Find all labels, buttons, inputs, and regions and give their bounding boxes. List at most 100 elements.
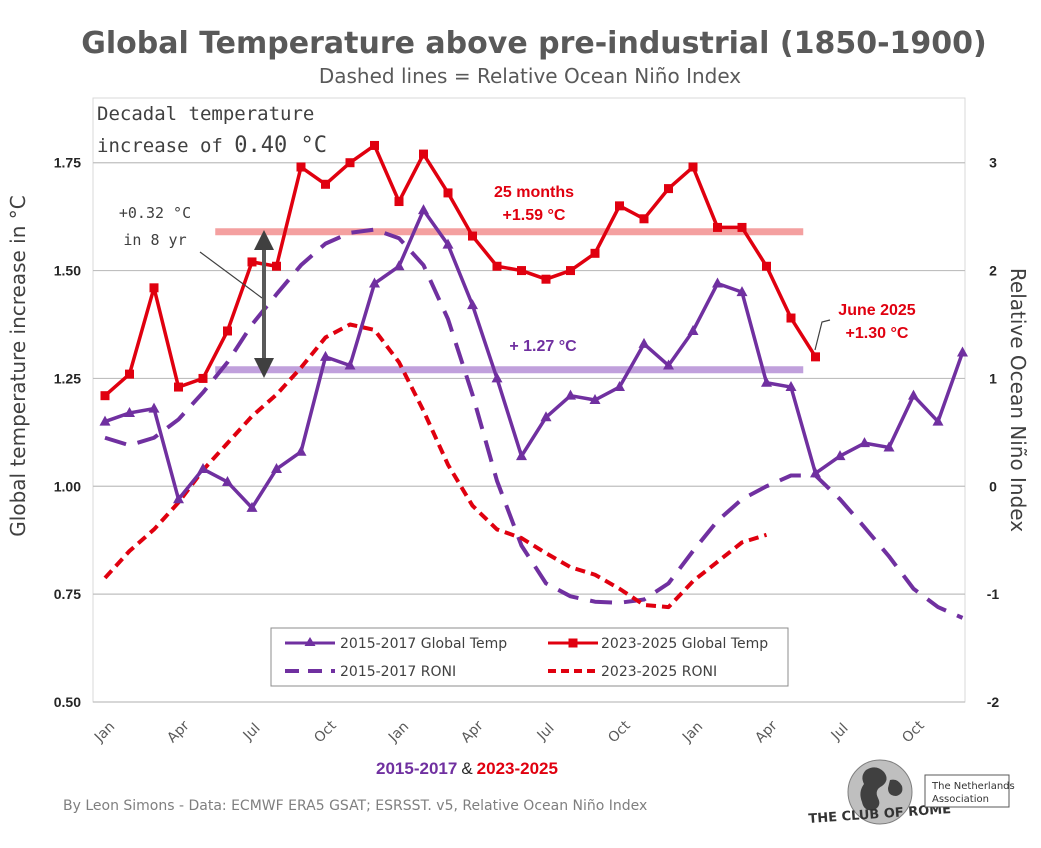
data-point-triangle <box>344 359 356 370</box>
legend-square-marker <box>568 638 578 648</box>
data-point-triangle <box>761 376 772 387</box>
data-point-triangle <box>295 445 307 456</box>
x-tick-label: Oct <box>605 717 634 746</box>
club-of-rome-logo: THE CLUB OF ROME The Netherlands Associa… <box>808 759 1015 827</box>
y2-tick-label: 2 <box>989 263 997 279</box>
y-axis-left: 0.50 0.75 1.00 1.25 1.50 1.75 <box>54 155 81 710</box>
data-point-square <box>149 283 159 293</box>
y-tick-label: 1.25 <box>54 370 81 386</box>
data-point-triangle <box>957 346 968 357</box>
y-axis-right: -2 -1 0 1 2 3 <box>987 155 1000 710</box>
legend-label-purple-temp: 2015-2017 Global Temp <box>340 636 507 652</box>
data-point-square <box>713 222 722 232</box>
data-point-triangle <box>467 299 478 310</box>
gridlines <box>93 162 965 703</box>
x-tick-label: Jan <box>91 719 118 746</box>
data-point-square <box>492 261 502 271</box>
data-point-triangle <box>908 389 919 400</box>
y-tick-label: 1.00 <box>54 478 81 494</box>
y2-tick-label: 1 <box>989 370 997 386</box>
legend-box <box>270 627 789 687</box>
y-tick-label: 0.50 <box>54 694 81 710</box>
legend-label-purple-roni: 2015-2017 RONI <box>340 664 456 680</box>
y-axis-title: Global temperature increase in °C <box>6 195 30 536</box>
data-point-triangle <box>540 411 552 422</box>
data-point-triangle <box>197 463 209 474</box>
data-point-triangle <box>246 501 258 512</box>
data-point-triangle <box>785 381 797 392</box>
data-point-square <box>125 369 134 379</box>
data-point-square <box>615 201 624 211</box>
data-point-square <box>737 222 747 232</box>
data-point-triangle <box>883 441 895 452</box>
data-point-triangle <box>320 350 331 361</box>
credit-text: By Leon Simons - Data: ECMWF ERA5 GSAT; … <box>63 798 647 814</box>
globe-landmass-2 <box>888 779 903 796</box>
association-line2: Association <box>932 794 989 805</box>
increase-annotation-pointer <box>199 251 263 299</box>
x-tick-label: Oct <box>899 717 928 746</box>
months-annotation-line1: 25 months <box>494 184 574 201</box>
data-point-triangle <box>859 437 870 448</box>
y-tick-label: 1.75 <box>54 155 81 171</box>
data-point-triangle <box>687 324 699 335</box>
data-point-square <box>272 261 281 271</box>
data-point-triangle <box>99 415 111 426</box>
x-tick-label: Jan <box>679 719 706 746</box>
y2-tick-label: 0 <box>989 478 997 494</box>
x-axis: Jan Apr Jul Oct Jan Apr Jul Oct Jan Apr Jul Oct <box>91 717 928 746</box>
increase-annotation-line2: in 8 yr <box>123 231 186 249</box>
x-tick-label: Oct <box>311 717 340 746</box>
june-annotation-line1: June 2025 <box>838 302 915 319</box>
legend: 2015-2017 Global Temp 2023-2025 Global T… <box>270 627 789 687</box>
legend-label-red-roni: 2023-2025 RONI <box>601 664 717 680</box>
data-point-triangle <box>491 372 503 383</box>
y-tick-label: 0.75 <box>54 586 81 602</box>
data-point-triangle <box>834 450 846 461</box>
data-point-square <box>198 373 208 383</box>
data-point-square <box>247 257 257 267</box>
period-label-left: 2015-2017 <box>376 759 457 778</box>
data-point-square <box>786 313 796 323</box>
x-tick-label: Jan <box>385 719 412 746</box>
june-annotation-pointer <box>814 319 831 351</box>
x-tick-label: Apr <box>752 718 781 747</box>
association-box <box>924 774 1010 808</box>
chart-title: Global Temperature above pre-industrial … <box>81 26 987 61</box>
data-point-triangle <box>932 415 944 426</box>
data-point-square <box>664 184 673 194</box>
period-label-amp: & <box>461 759 473 778</box>
data-point-triangle <box>148 402 160 413</box>
reference-lines <box>215 228 804 374</box>
data-point-triangle <box>736 286 748 297</box>
data-point-square <box>811 352 820 362</box>
data-point-triangle <box>369 277 380 288</box>
data-point-triangle <box>589 394 601 404</box>
legend-triangle-marker <box>304 637 316 646</box>
data-point-triangle <box>516 450 527 461</box>
data-point-square <box>541 274 551 284</box>
june-annotation-line2: +1.30 °C <box>846 325 909 342</box>
x-tick-label: Apr <box>164 718 193 747</box>
increase-annotation-line1: +0.32 °C <box>119 204 191 222</box>
decadal-annotation-line2: increase of 0.40 °C <box>97 133 327 158</box>
data-point-triangle <box>712 277 723 288</box>
legend-label-red-temp: 2023-2025 Global Temp <box>601 636 768 652</box>
data-point-square <box>468 231 477 241</box>
months-annotation-line2: +1.59 °C <box>503 207 566 224</box>
period-label: 2015-2017 & 2023-2025 <box>376 759 558 778</box>
series-line <box>104 227 964 620</box>
data-point-square <box>419 149 428 159</box>
data-point-square <box>370 140 379 150</box>
globe-landmass <box>860 767 887 811</box>
data-point-square <box>688 162 698 172</box>
data-point-triangle <box>638 337 650 348</box>
y-tick-label: 1.50 <box>54 263 81 279</box>
series-line <box>103 322 768 610</box>
decadal-value: 0.40 °C <box>234 133 327 158</box>
data-point-square <box>762 261 771 271</box>
data-point-square <box>223 326 232 336</box>
data-point-square <box>321 179 330 189</box>
period-label-right: 2023-2025 <box>477 759 558 778</box>
